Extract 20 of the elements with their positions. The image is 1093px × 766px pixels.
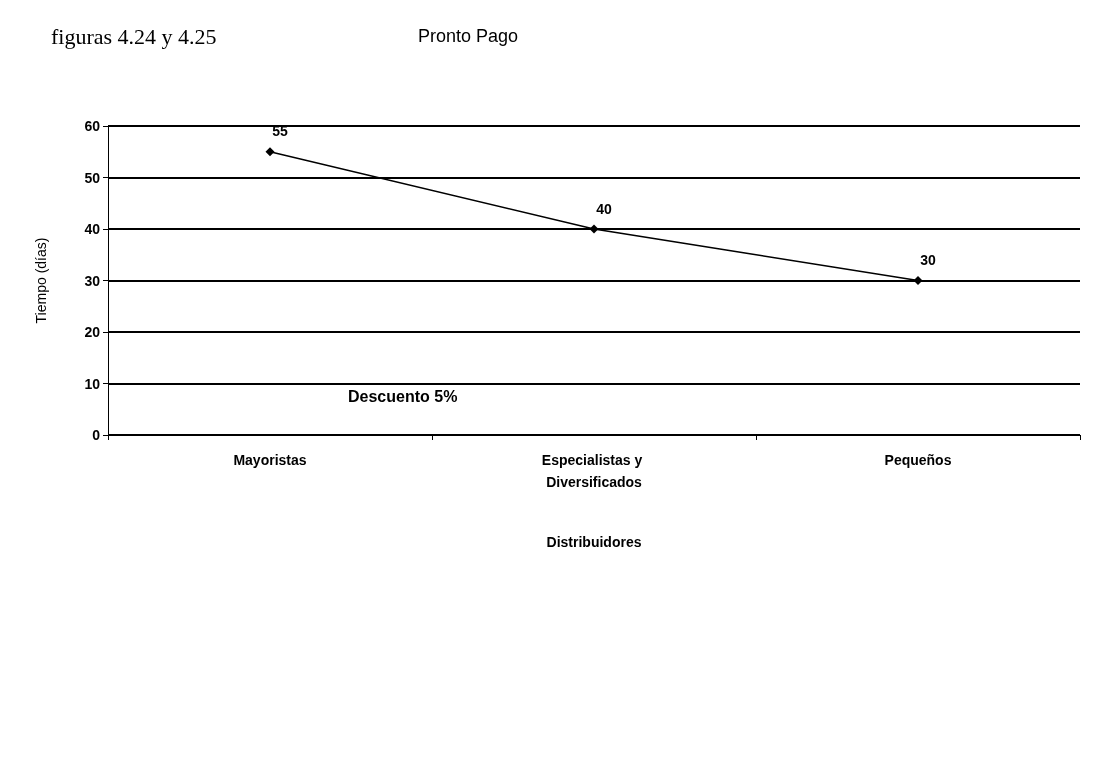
chart-title: Pronto Pago bbox=[418, 26, 519, 46]
y-tick-label: 40 bbox=[84, 221, 101, 237]
x-tick-label: Mayoristas bbox=[233, 452, 307, 468]
y-tick-label: 20 bbox=[84, 324, 101, 340]
x-axis-title: Distribuidores bbox=[546, 534, 642, 550]
x-tick-label: Pequeños bbox=[884, 452, 952, 468]
y-axis-title: Tiempo (días) bbox=[33, 237, 49, 324]
y-tick-label: 50 bbox=[84, 169, 101, 186]
chart-subtitle: figuras 4.24 y 4.25 bbox=[51, 23, 217, 49]
y-tick-label: 60 bbox=[84, 118, 101, 134]
point bbox=[913, 276, 923, 285]
y-tick-label: 0 bbox=[92, 427, 101, 443]
x-tick-label: Especialistas y Diversificados bbox=[541, 452, 647, 490]
point bbox=[589, 224, 599, 234]
y-tick-label: 10 bbox=[84, 375, 101, 392]
y-tick-label: 30 bbox=[84, 272, 101, 289]
data-label: 30 bbox=[920, 252, 936, 268]
point bbox=[265, 147, 275, 157]
annotation: Descuento 5% bbox=[348, 387, 458, 405]
data-label: 40 bbox=[596, 200, 612, 217]
